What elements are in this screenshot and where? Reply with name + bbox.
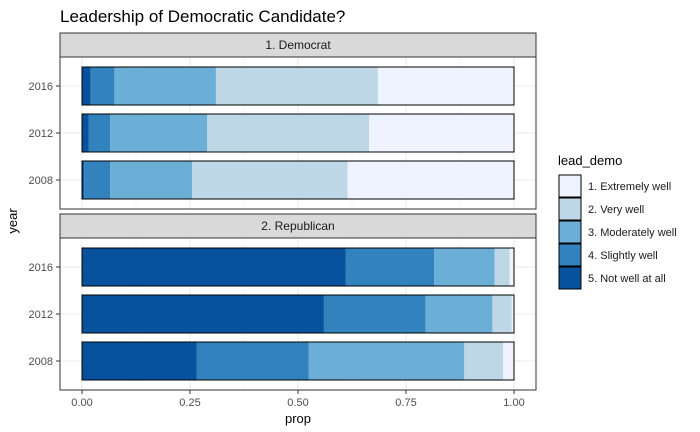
bar-segment [464, 342, 504, 380]
panel-border [59, 56, 537, 210]
bar-segment [84, 161, 111, 199]
facet-strip [59, 213, 537, 239]
bar-segment [88, 114, 111, 152]
bar-segment [369, 114, 514, 152]
bar-segment [82, 161, 85, 199]
bar-outline [81, 294, 515, 334]
y-tick-label: 2008 [29, 175, 53, 187]
bar-segment [114, 67, 216, 105]
legend-swatch [558, 220, 582, 244]
legend-item: 1. Extremely well [558, 174, 671, 198]
x-tick-label: 0.00 [71, 397, 92, 409]
bar-outline [81, 247, 515, 287]
bar-segment [434, 248, 495, 286]
bar-segment [90, 67, 115, 105]
x-tick-label: 0.25 [179, 397, 200, 409]
x-tick-label: 0.50 [287, 397, 308, 409]
y-axis-label: year [5, 208, 20, 234]
bar-segment [82, 342, 197, 380]
legend-swatch [558, 266, 582, 290]
bar-segment [110, 161, 193, 199]
bar-outline [81, 113, 515, 153]
y-tick-label: 2016 [29, 81, 53, 93]
bar-segment [308, 342, 465, 380]
y-tick-label: 2008 [29, 356, 53, 368]
bar-segment [207, 114, 370, 152]
panel-2: 2. Republican 2016 2012 2008 [29, 213, 537, 391]
bar-segment [82, 67, 91, 105]
legend-swatch [558, 197, 582, 221]
panel-1: 1. Democrat 2016 2012 2008 [29, 32, 537, 210]
bar-segment [345, 248, 435, 286]
bar-segment [192, 161, 348, 199]
legend-title: lead_demo [558, 153, 622, 168]
legend-item: 5. Not well at all [558, 266, 666, 290]
bar-outline [81, 66, 515, 106]
panels: 1. Democrat 2016 2012 2008 2. Republican 2016… [29, 32, 537, 391]
bar-outline [81, 341, 515, 381]
legend-swatch [558, 243, 582, 267]
y-tick-label: 2016 [29, 262, 53, 274]
bar-segment [503, 342, 514, 380]
legend-swatch [558, 174, 582, 198]
bar-segment [110, 114, 208, 152]
bar-segment [509, 248, 514, 286]
legend: lead_demo 1. Extremely well 2. Very well 3… [558, 153, 677, 290]
y-tick-label: 2012 [29, 309, 53, 321]
x-axis: 0.00 0.25 0.50 0.75 1.00 [71, 390, 525, 409]
bar-segment [494, 248, 510, 286]
y-tick-label: 2012 [29, 128, 53, 140]
legend-label: 4. Slightly well [588, 250, 658, 262]
bar-segment [377, 67, 514, 105]
bar-segment [82, 248, 346, 286]
x-tick-label: 1.00 [503, 397, 524, 409]
legend-label: 2. Very well [588, 204, 644, 216]
bar-segment [425, 295, 493, 333]
bar-segment [215, 67, 378, 105]
legend-label: 3. Moderately well [588, 227, 677, 239]
legend-label: 1. Extremely well [588, 181, 671, 193]
bar-segment [511, 295, 514, 333]
bar-segment [492, 295, 512, 333]
facet-strip [59, 32, 537, 58]
bar-segment [196, 342, 309, 380]
chart-title: Leadership of Democratic Candidate? [60, 7, 345, 26]
legend-label: 5. Not well at all [588, 273, 666, 285]
facet-strip-label: 1. Democrat [265, 38, 331, 52]
bar-segment [82, 114, 89, 152]
legend-item: 2. Very well [558, 197, 644, 221]
facet-strip-label: 2. Republican [261, 219, 334, 233]
bar-segment [82, 295, 324, 333]
legend-item: 3. Moderately well [558, 220, 677, 244]
legend-item: 4. Slightly well [558, 243, 658, 267]
x-axis-label: prop [285, 411, 311, 426]
bar-outline [81, 160, 515, 200]
bar-segment [347, 161, 514, 199]
x-tick-label: 0.75 [395, 397, 416, 409]
bar-segment [323, 295, 426, 333]
